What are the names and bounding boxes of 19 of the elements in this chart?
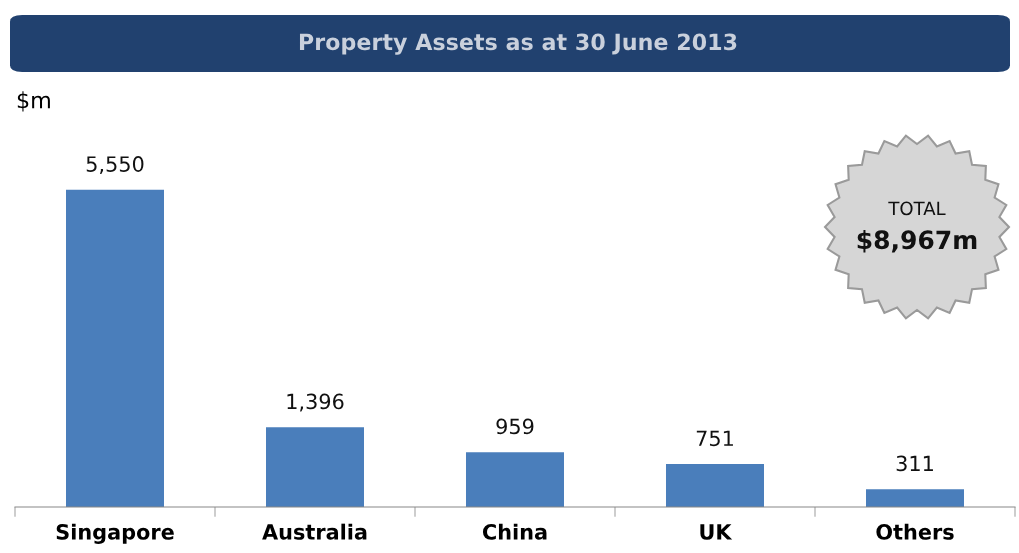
data-label: 959 bbox=[496, 418, 534, 435]
data-label: 311 bbox=[896, 455, 933, 472]
bar bbox=[866, 489, 964, 507]
x-tick-label: UK bbox=[700, 524, 733, 540]
bar bbox=[666, 464, 764, 507]
x-tick-label: China bbox=[482, 523, 547, 540]
annotation: TOTAL bbox=[888, 201, 946, 216]
data-label: 1,396 bbox=[287, 393, 344, 412]
bar bbox=[266, 427, 364, 507]
x-tick-label: Singapore bbox=[56, 523, 174, 544]
x-tick-label: Australia bbox=[262, 523, 367, 540]
chart-title: Property Assets as at 30 June 2013 bbox=[299, 33, 737, 55]
bar bbox=[466, 452, 564, 507]
x-tick-label: Others bbox=[876, 523, 954, 540]
y-axis-title: $m bbox=[17, 91, 50, 112]
annotation: $8,967m bbox=[857, 229, 977, 253]
data-label: 5,550 bbox=[86, 156, 144, 174]
data-label: 751 bbox=[696, 430, 733, 447]
bar bbox=[66, 189, 164, 507]
